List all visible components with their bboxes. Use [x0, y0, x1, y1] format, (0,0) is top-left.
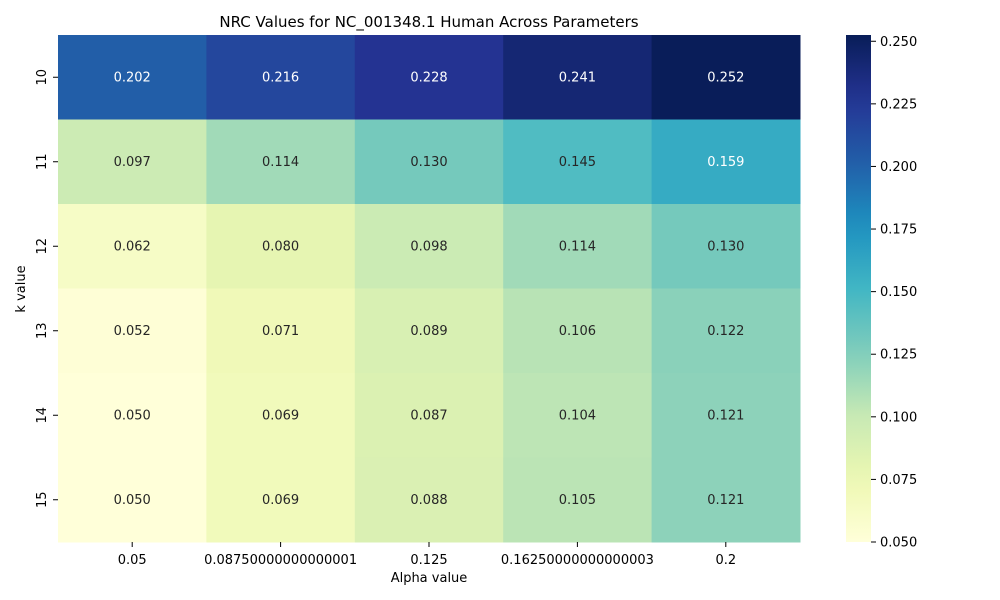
colorbar-tick-label: 0.250 [880, 35, 917, 50]
cell-value-label: 0.252 [707, 70, 744, 85]
heatmap-cell [206, 119, 356, 205]
cell-value-label: 0.069 [262, 493, 299, 508]
cell-value-label: 0.098 [410, 239, 447, 254]
cell-value-label: 0.114 [559, 239, 596, 254]
heatmap-cell [651, 35, 801, 120]
heatmap-cell [651, 288, 801, 374]
colorbar-tick-label: 0.075 [880, 473, 917, 488]
heatmap-cell [58, 373, 207, 458]
cell-value-label: 0.114 [262, 155, 299, 170]
heatmap-cell [206, 457, 356, 543]
heatmap-cell [503, 373, 653, 458]
cell-value-label: 0.069 [262, 408, 299, 423]
cell-value-label: 0.052 [114, 324, 151, 339]
cell-value-label: 0.145 [559, 155, 596, 170]
colorbar-tick-label: 0.100 [880, 410, 917, 425]
y-tick-label: 13 [35, 322, 50, 339]
x-tick-label: 0.125 [410, 553, 447, 568]
cell-value-label: 0.104 [559, 408, 596, 423]
heatmap-cells [58, 35, 801, 543]
colorbar-tick-label: 0.200 [880, 160, 917, 175]
heatmap-cell [58, 204, 207, 289]
cell-value-label: 0.088 [410, 493, 447, 508]
y-tick-label: 14 [35, 407, 50, 424]
x-tick-label: 0.16250000000000003 [501, 553, 654, 568]
heatmap-cell [354, 35, 504, 120]
colorbar-tick-label: 0.150 [880, 285, 917, 300]
cell-value-label: 0.050 [114, 493, 151, 508]
colorbar-tick-label: 0.175 [880, 223, 917, 238]
colorbar-tick-label: 0.050 [880, 536, 917, 551]
heatmap-cell [58, 457, 207, 543]
heatmap-cell [206, 288, 356, 374]
cell-value-label: 0.080 [262, 239, 299, 254]
x-tick-label: 0.05 [118, 553, 147, 568]
heatmap-cell [503, 119, 653, 205]
x-tick-label: 0.2 [715, 553, 736, 568]
cell-value-label: 0.105 [559, 493, 596, 508]
cell-value-label: 0.097 [114, 155, 151, 170]
heatmap-cell [354, 119, 504, 205]
heatmap-cell [503, 288, 653, 374]
chart-title: NRC Values for NC_001348.1 Human Across … [219, 13, 638, 32]
cell-value-label: 0.130 [707, 239, 744, 254]
x-axis: 0.05 0.08750000000000001 0.125 0.1625000000… [118, 542, 736, 568]
colorbar-tick-label: 0.225 [880, 97, 917, 112]
y-axis: 10 11 12 13 14 15 [35, 69, 58, 508]
cell-value-label: 0.050 [114, 408, 151, 423]
cell-value-label: 0.087 [410, 408, 447, 423]
colorbar [846, 35, 871, 542]
y-axis-label: k value [14, 265, 29, 312]
y-tick-label: 12 [35, 238, 50, 255]
heatmap-cell [503, 457, 653, 543]
cell-value-label: 0.121 [707, 408, 744, 423]
cell-value-label: 0.241 [559, 70, 596, 85]
heatmap-cell [354, 457, 504, 543]
heatmap-cell [651, 457, 801, 543]
cell-value-label: 0.071 [262, 324, 299, 339]
cell-value-label: 0.062 [114, 239, 151, 254]
heatmap-cell [354, 288, 504, 374]
heatmap-cell [354, 204, 504, 289]
heatmap-cell-labels: 0.202 0.216 0.228 0.241 0.252 0.097 0.114 0.130… [114, 70, 745, 508]
colorbar-tick-label: 0.125 [880, 348, 917, 363]
y-tick-label: 10 [35, 69, 50, 86]
y-tick-label: 11 [35, 153, 50, 170]
cell-value-label: 0.130 [410, 155, 447, 170]
x-axis-label: Alpha value [391, 571, 468, 586]
cell-value-label: 0.202 [114, 70, 151, 85]
heatmap-cell [58, 119, 207, 205]
heatmap-cell [651, 373, 801, 458]
cell-value-label: 0.089 [410, 324, 447, 339]
cell-value-label: 0.122 [707, 324, 744, 339]
heatmap-cell [651, 204, 801, 289]
heatmap-cell [206, 204, 356, 289]
x-tick-label: 0.08750000000000001 [204, 553, 357, 568]
heatmap-cell [651, 119, 801, 205]
cell-value-label: 0.228 [410, 70, 447, 85]
heatmap-cell [58, 35, 207, 120]
heatmap-cell [206, 35, 356, 120]
heatmap-cell [503, 204, 653, 289]
heatmap-cell [206, 373, 356, 458]
cell-value-label: 0.159 [707, 155, 744, 170]
heatmap-cell [354, 373, 504, 458]
colorbar-axis: 0.050 0.075 0.100 0.125 0.150 0.175 0.200 0.225… [871, 35, 917, 551]
cell-value-label: 0.106 [559, 324, 596, 339]
heatmap-cell [58, 288, 207, 374]
cell-value-label: 0.121 [707, 493, 744, 508]
y-tick-label: 15 [35, 491, 50, 508]
cell-value-label: 0.216 [262, 70, 299, 85]
heatmap-cell [503, 35, 653, 120]
